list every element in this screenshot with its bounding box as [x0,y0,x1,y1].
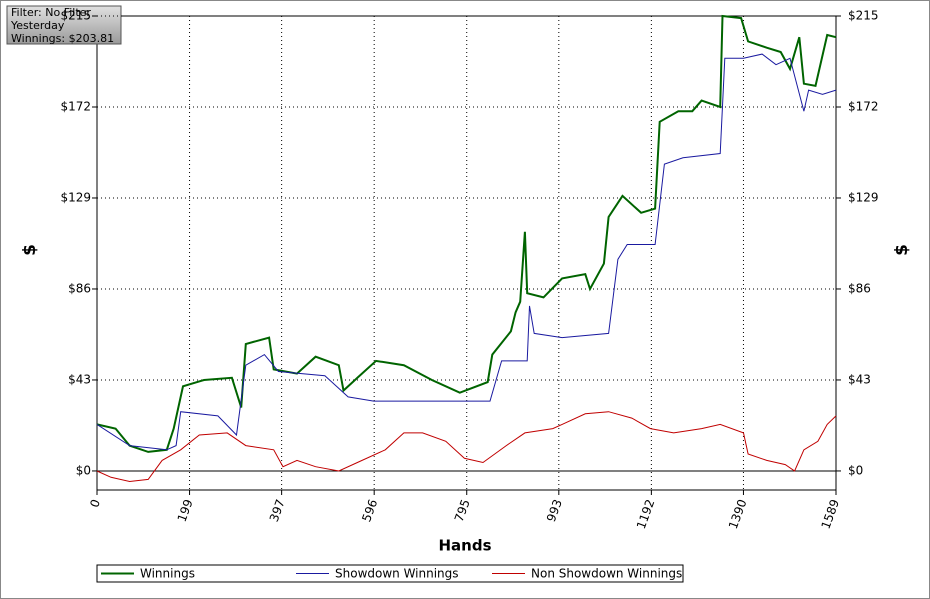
y2-tick-label: $86 [848,281,871,295]
series-line [96,14,837,453]
y2-tick-label: $129 [848,190,879,204]
info-text: Winnings: $203.81 [11,32,114,45]
y-tick-label: $129 [60,190,91,204]
info-box [6,5,122,45]
y2-tick-label: $0 [848,463,863,477]
y2-axis-title: $ [892,244,912,256]
series-line [96,53,837,451]
y-tick-label: $43 [68,372,91,386]
legend [96,564,684,583]
plot-area [96,15,837,491]
y-tick-label: $86 [68,281,91,295]
y-tick-label: $172 [60,99,91,113]
series-line [96,411,837,483]
legend-label: Showdown Winnings [335,567,459,581]
legend-label: Winnings [140,567,195,581]
y2-tick-label: $43 [848,372,871,386]
x-tick-label: 0 [87,497,103,509]
x-axis-title: Hands [438,537,491,555]
info-text: Filter: No Filter [11,6,91,19]
y-tick-label: $215 [60,9,91,23]
y2-tick-label: $172 [848,99,879,113]
y2-tick-label: $215 [848,9,879,23]
legend-label: Non Showdown Winnings [531,567,682,581]
y-tick-label: $0 [76,463,91,477]
y-axis-title: $ [20,244,40,256]
info-text: Yesterday [10,19,65,32]
